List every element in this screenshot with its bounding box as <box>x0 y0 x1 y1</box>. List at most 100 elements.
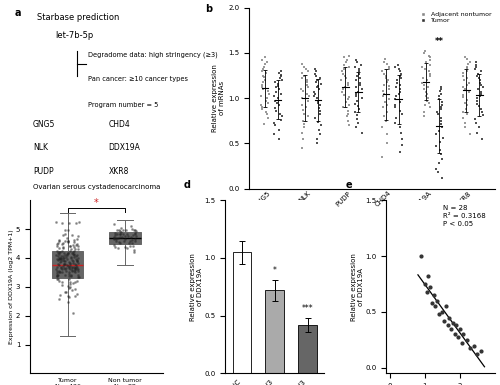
Point <box>57 253 65 259</box>
Point <box>464 80 472 86</box>
Point <box>114 234 122 241</box>
Point <box>458 109 466 115</box>
Point <box>434 111 442 117</box>
Point <box>345 122 353 129</box>
Point <box>421 66 429 72</box>
Point <box>74 273 82 280</box>
Point <box>300 121 308 127</box>
Point <box>426 104 434 110</box>
Point <box>421 48 429 54</box>
Point <box>58 220 66 226</box>
Point <box>478 109 486 115</box>
Point <box>420 75 428 81</box>
Point <box>382 140 390 146</box>
Point <box>462 102 470 109</box>
Point <box>131 230 139 236</box>
Point <box>56 255 64 261</box>
Point <box>55 269 63 275</box>
Point <box>59 256 67 263</box>
Point <box>70 248 78 254</box>
Point <box>112 238 120 244</box>
Point <box>74 233 82 239</box>
Point <box>65 269 73 275</box>
Point <box>64 227 72 233</box>
Point <box>70 258 78 264</box>
Point <box>438 101 446 107</box>
Point <box>277 90 285 97</box>
Point <box>354 89 362 95</box>
Point <box>54 276 62 282</box>
Point <box>344 108 352 114</box>
Point <box>341 84 349 90</box>
Point <box>54 270 62 276</box>
Point <box>277 72 285 78</box>
Point <box>460 100 468 106</box>
Point <box>262 95 270 101</box>
Point <box>300 124 308 130</box>
Point <box>304 113 312 119</box>
Point <box>63 251 71 257</box>
Point <box>356 75 364 81</box>
Point <box>298 61 306 67</box>
Point <box>116 234 124 240</box>
Point <box>353 59 361 65</box>
Point <box>438 124 446 130</box>
Point <box>116 231 124 237</box>
Point <box>426 62 434 68</box>
Point <box>63 252 71 258</box>
Point <box>66 263 74 269</box>
Point <box>54 251 62 257</box>
Text: DDX19A: DDX19A <box>108 143 140 152</box>
Point <box>422 90 430 97</box>
Point <box>385 66 393 72</box>
Point <box>432 131 440 137</box>
Point <box>60 263 68 269</box>
Point <box>298 88 306 94</box>
Point <box>424 84 432 90</box>
Point <box>64 298 72 305</box>
Point <box>312 79 320 85</box>
Point <box>74 266 82 272</box>
Point <box>437 121 445 127</box>
Point <box>342 59 349 65</box>
Point <box>55 268 63 274</box>
Point <box>128 223 136 229</box>
Point <box>396 68 404 74</box>
Text: CHD4: CHD4 <box>108 120 130 129</box>
Point <box>439 135 447 141</box>
Point <box>264 115 272 121</box>
Point <box>356 80 364 86</box>
Point <box>258 84 266 90</box>
Point <box>260 64 268 70</box>
Point <box>64 283 72 289</box>
Point <box>476 80 484 86</box>
Point <box>352 93 360 99</box>
Point <box>258 57 266 63</box>
Point <box>69 260 77 266</box>
Point <box>259 66 267 72</box>
Point <box>396 75 404 81</box>
Point <box>57 254 65 261</box>
Point <box>298 101 306 107</box>
Point <box>438 156 446 162</box>
Point <box>53 272 61 278</box>
Point <box>59 245 67 251</box>
Y-axis label: Relative expression
of DDX19A: Relative expression of DDX19A <box>351 253 364 321</box>
Point <box>261 77 269 83</box>
Point <box>119 231 127 237</box>
Point <box>381 99 389 105</box>
Point <box>131 236 139 242</box>
Point <box>344 94 352 100</box>
Point <box>352 124 360 130</box>
Point <box>54 255 62 261</box>
Point <box>67 272 75 278</box>
Point <box>477 90 485 97</box>
Point <box>74 272 82 278</box>
Point <box>122 227 130 233</box>
Point <box>354 66 362 72</box>
Point <box>75 219 83 225</box>
Point <box>382 75 390 81</box>
Point <box>435 128 443 134</box>
Point <box>274 127 282 133</box>
Point <box>357 62 365 68</box>
